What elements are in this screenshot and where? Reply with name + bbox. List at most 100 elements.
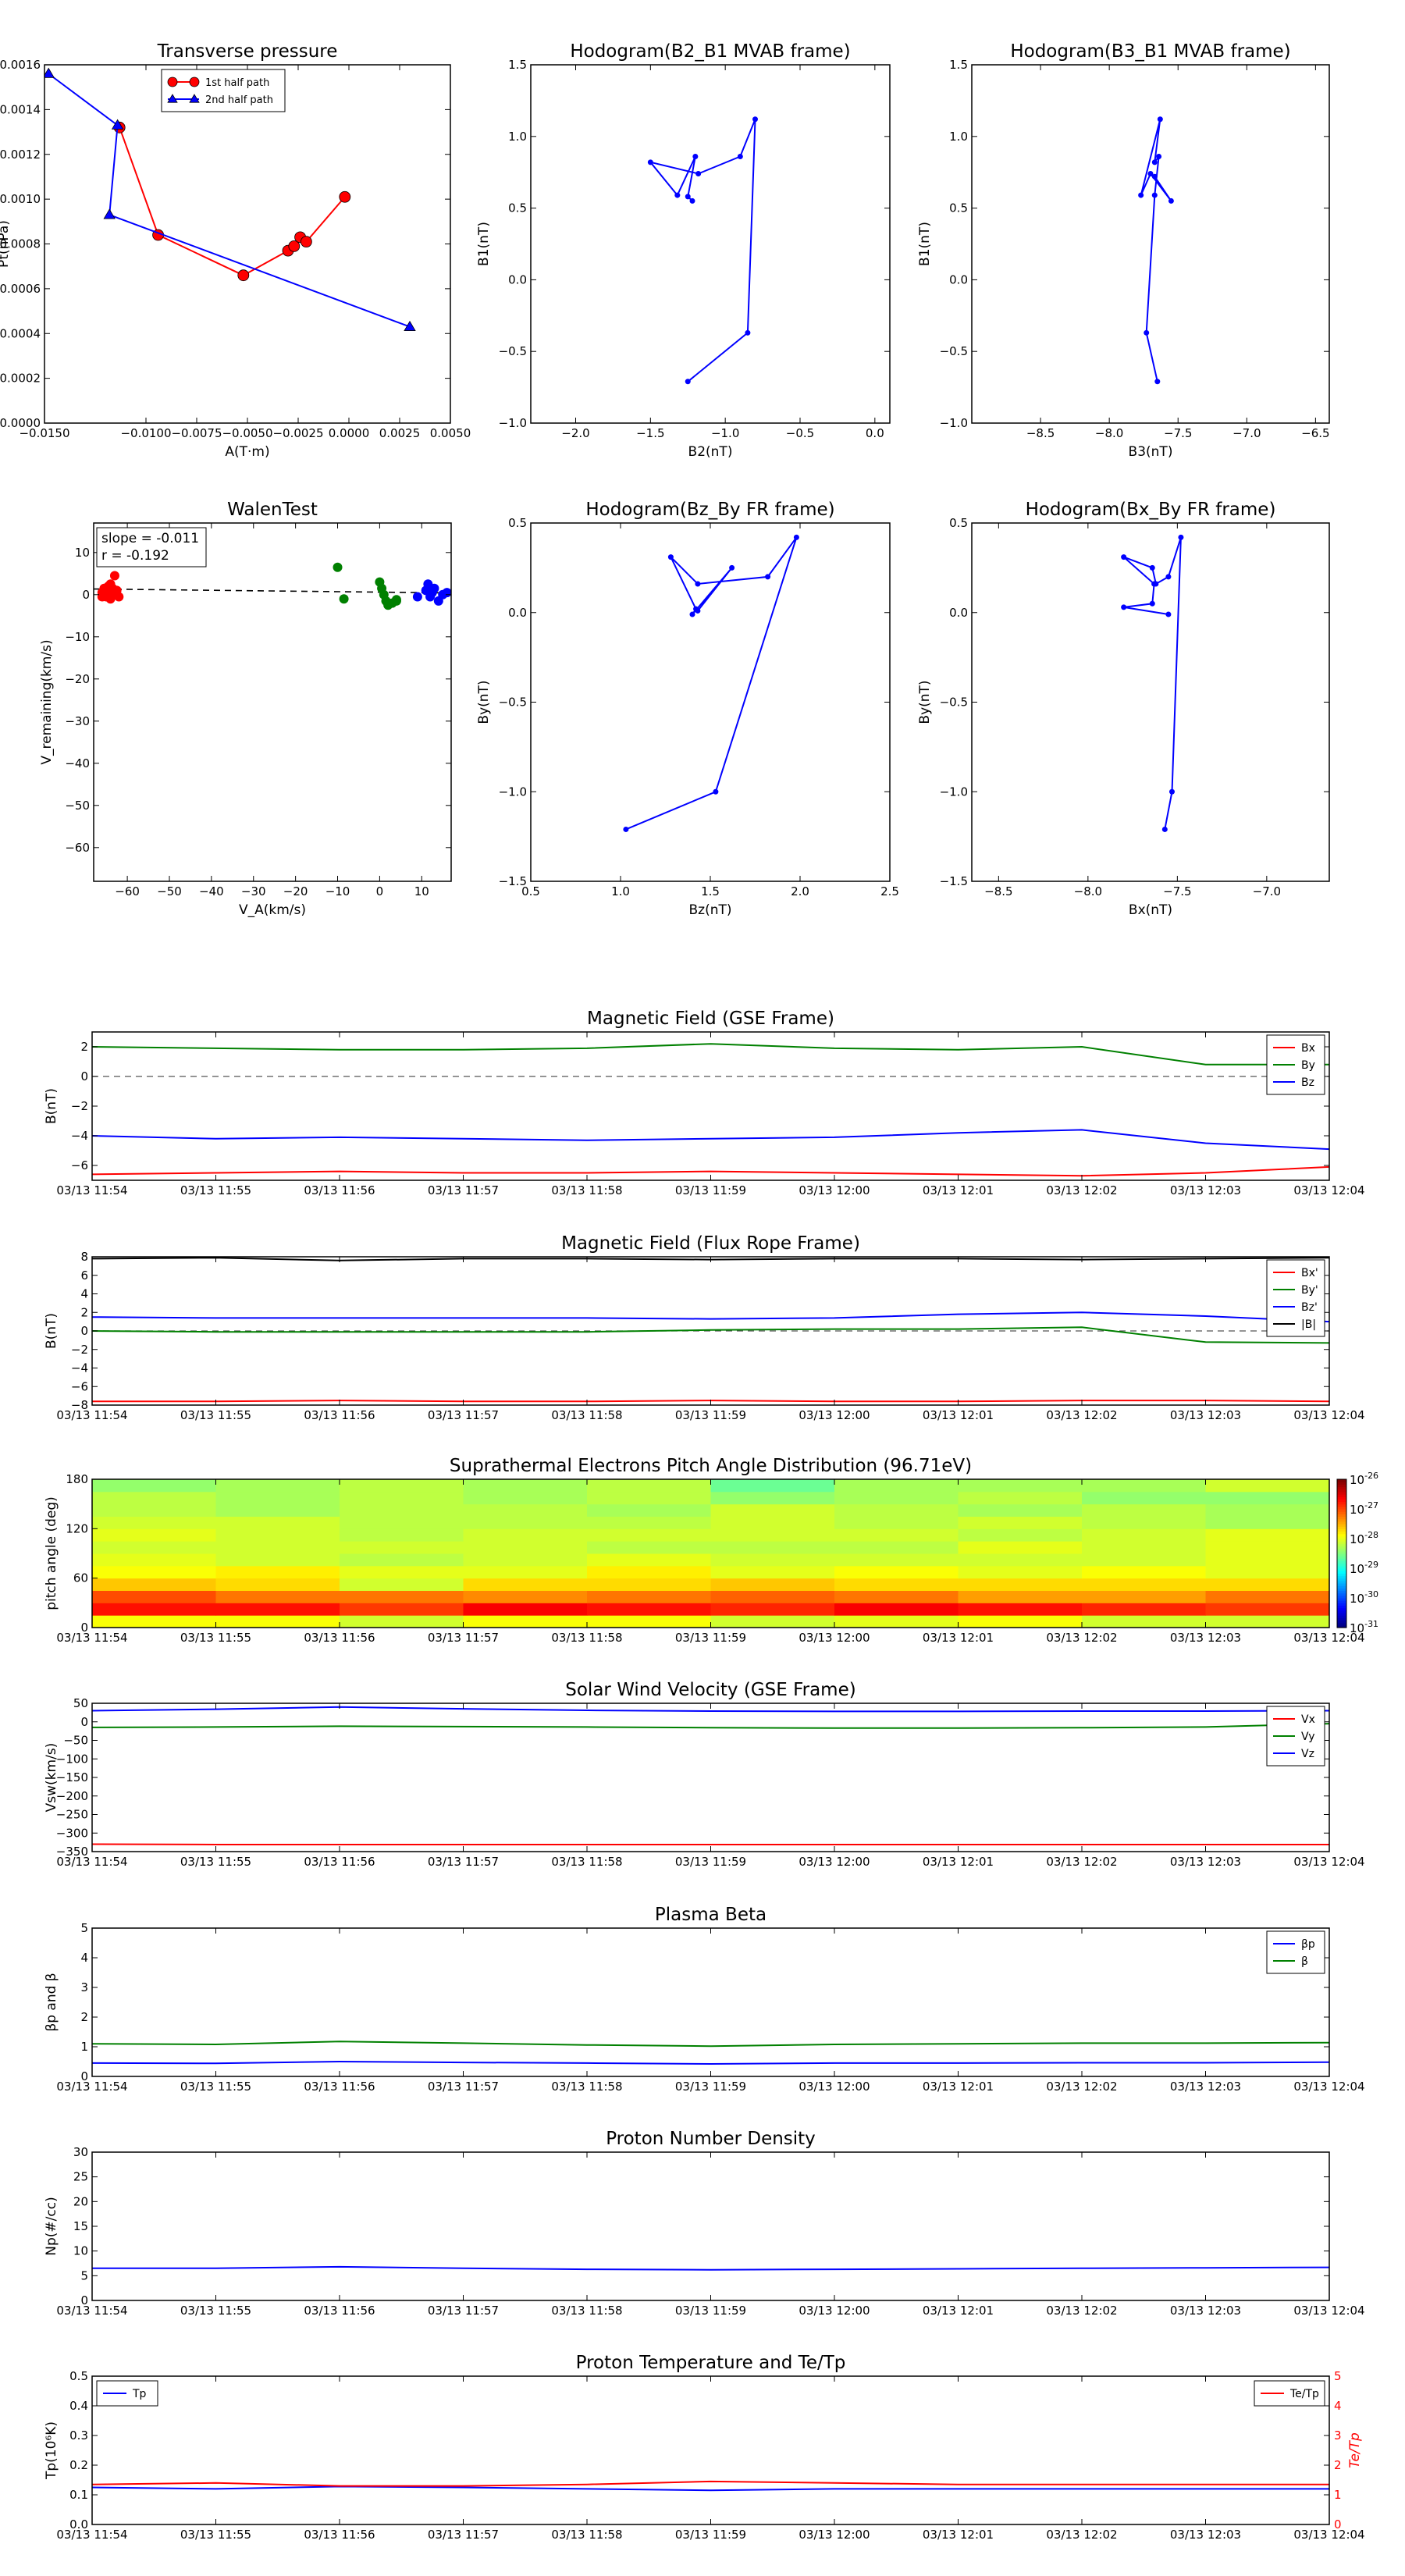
colorbar-cell xyxy=(1337,1620,1346,1624)
x-tick-label: 03/13 11:58 xyxy=(551,2304,622,2318)
x-tick-label: −7.5 xyxy=(1163,884,1191,898)
heatmap-cell xyxy=(215,1565,340,1579)
legend-label: Bz' xyxy=(1301,1301,1318,1314)
colorbar-exponent: -30 xyxy=(1364,1589,1378,1599)
x-tick-label: 03/13 11:58 xyxy=(551,1408,622,1422)
x-tick-label: 03/13 11:59 xyxy=(675,2304,746,2318)
colorbar-cell xyxy=(1337,1546,1346,1550)
series-line-0 xyxy=(92,1165,1329,1177)
colorbar-cell xyxy=(1337,1501,1346,1505)
heatmap-cell xyxy=(710,1615,835,1628)
y-tick-label: −40 xyxy=(65,756,90,770)
x-tick-label: −1.0 xyxy=(711,426,739,440)
heatmap-cell xyxy=(834,1528,959,1542)
heatmap-cell xyxy=(1082,1491,1206,1505)
data-point xyxy=(1149,564,1155,571)
legend-label: Vy xyxy=(1301,1731,1315,1743)
axes-frame xyxy=(91,2151,1330,2301)
x-tick-label: 03/13 12:00 xyxy=(799,1183,870,1197)
x-tick-label: 03/13 11:56 xyxy=(304,1408,375,1422)
chart-hodogram_bz_by: 0.5 1.0 1.5 2.0 2.5 −1.5 −1.0 −0.5 0.0 0.5 Hodogra… xyxy=(476,500,899,918)
plot-area xyxy=(92,2041,1329,2065)
colorbar-cell xyxy=(1337,1556,1346,1559)
data-point xyxy=(1147,171,1154,177)
heatmap-cell xyxy=(958,1603,1083,1616)
data-marker xyxy=(111,119,124,130)
colorbar-cell xyxy=(1337,1578,1346,1582)
colorbar-cell xyxy=(1337,1491,1346,1495)
x-tick-label: 03/13 12:00 xyxy=(799,1855,870,1869)
heatmap-cell xyxy=(958,1491,1083,1505)
data-point xyxy=(1144,329,1150,336)
colorbar-cell xyxy=(1337,1533,1346,1537)
data-point xyxy=(1178,534,1184,540)
colorbar-cell xyxy=(1337,1484,1346,1488)
chart-title: Solar Wind Velocity (GSE Frame) xyxy=(565,1680,855,1700)
colorbar-base: 10 xyxy=(1350,1503,1364,1517)
legend-label: Bx' xyxy=(1301,1267,1318,1279)
x-tick-label: −8.5 xyxy=(1026,426,1055,440)
heatmap-cell xyxy=(340,1578,464,1591)
colorbar-cell xyxy=(1337,1518,1346,1522)
heatmap-cell xyxy=(1082,1516,1206,1529)
chart-mag_gse: 03/13 11:54 03/13 11:55 03/13 11:56 03/13 1… xyxy=(44,1009,1365,1197)
colorbar-base: 10 xyxy=(1350,1532,1364,1546)
y-tick-label: 0 xyxy=(80,1069,88,1083)
y-tick-label: −300 xyxy=(56,1826,88,1840)
y-tick-label: 0 xyxy=(80,1715,88,1729)
data-marker xyxy=(103,208,116,219)
colorbar-cell xyxy=(1337,1486,1346,1490)
legend-label: |B| xyxy=(1301,1318,1316,1331)
heatmap-cell xyxy=(340,1516,464,1529)
y-axis-label: B(nT) xyxy=(44,1088,59,1124)
x-tick-label: 03/13 11:57 xyxy=(428,1855,499,1869)
heatmap-cell xyxy=(834,1541,959,1554)
x-tick-label: 03/13 12:01 xyxy=(923,1183,994,1197)
x-axis-label: V_A(km/s) xyxy=(239,902,306,918)
heatmap-cell xyxy=(215,1578,340,1591)
heatmap-cell xyxy=(1205,1541,1330,1554)
y-tick-label: −1.0 xyxy=(499,785,527,799)
x-tick-label: 0.0025 xyxy=(379,426,421,440)
colorbar-cell xyxy=(1337,1499,1346,1503)
colorbar-base: 10 xyxy=(1350,1562,1364,1576)
series-line-0 xyxy=(1123,537,1182,830)
heatmap-cell xyxy=(92,1491,216,1505)
y-tick-label: −0.5 xyxy=(499,696,527,710)
data-point xyxy=(729,564,735,571)
x-tick-label: 03/13 12:03 xyxy=(1170,1631,1241,1645)
x-tick-label: 03/13 12:01 xyxy=(923,2304,994,2318)
x-tick-label: 03/13 12:03 xyxy=(1170,1183,1241,1197)
chart-walen_test: −60 −50 −40 −30 −20 −10 0 10 −60 −50 −40 −30 −20 −10 0… xyxy=(39,500,452,918)
x-tick-label: 03/13 11:56 xyxy=(304,2080,375,2094)
data-point xyxy=(647,159,653,165)
plot-area xyxy=(92,1257,1329,1403)
y-tick-label: 0.0006 xyxy=(0,282,41,296)
heatmap-cell xyxy=(463,1528,588,1542)
heatmap-cell xyxy=(587,1516,711,1529)
colorbar-cell xyxy=(1337,1503,1346,1507)
x-tick-label: 03/13 11:56 xyxy=(304,2528,375,2542)
chart-pad: 03/13 11:54 03/13 11:55 03/13 11:56 03/13 1… xyxy=(44,1456,1378,1645)
y-tick-label: 0 xyxy=(82,588,90,602)
annotation-box xyxy=(96,527,207,568)
y-tick-label: 4 xyxy=(80,1287,88,1301)
axes-frame xyxy=(91,1927,1330,2077)
y-axis-label: βp and β xyxy=(44,1973,59,2031)
x-tick-label: 03/13 12:03 xyxy=(1170,1855,1241,1869)
colorbar-cell xyxy=(1337,1607,1346,1611)
heatmap-cell xyxy=(463,1553,588,1567)
y-right-axis-label: Te/Tp xyxy=(1347,2432,1363,2468)
y-tick-label: −1.0 xyxy=(940,785,968,799)
x-tick-label: −50 xyxy=(157,884,182,898)
y-tick-label: 6 xyxy=(80,1268,88,1283)
colorbar-cell xyxy=(1337,1613,1346,1616)
colorbar-cell xyxy=(1337,1558,1346,1562)
series-line-0 xyxy=(119,126,346,276)
data-point xyxy=(1157,116,1163,123)
data-point xyxy=(1168,788,1175,795)
legend-label: 2nd half path xyxy=(205,94,273,106)
x-tick-label: 03/13 12:00 xyxy=(799,1408,870,1422)
colorbar-cell xyxy=(1337,1494,1346,1497)
heatmap-cell xyxy=(834,1615,959,1628)
